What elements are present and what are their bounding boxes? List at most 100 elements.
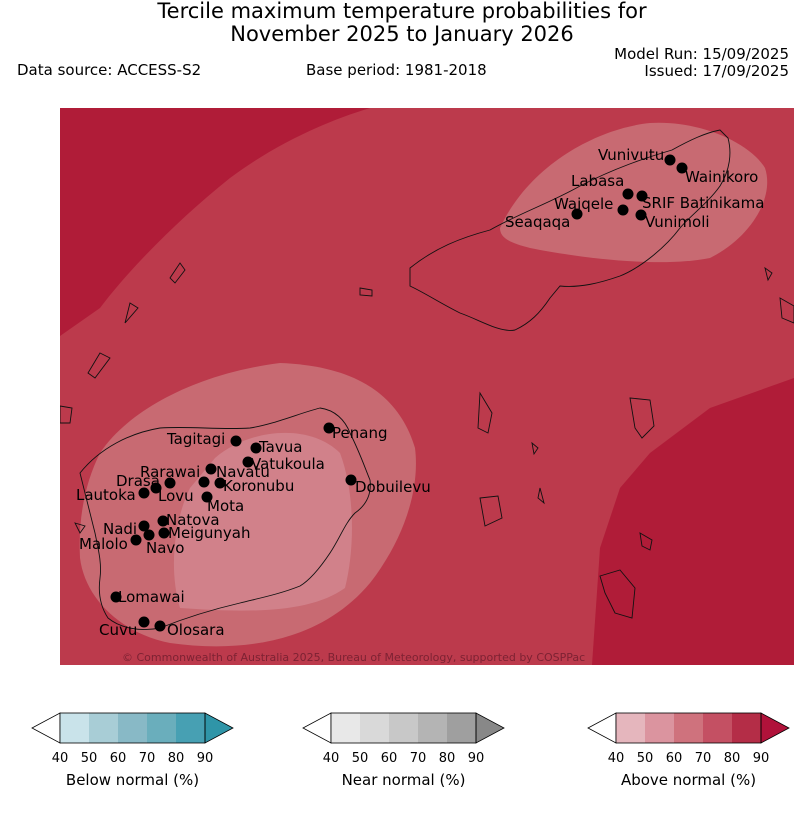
colorbar-tick-label: 50 bbox=[352, 751, 369, 766]
station-label-navatu: Navatu bbox=[216, 463, 270, 481]
colorbar-segment bbox=[674, 713, 703, 743]
colorbar-frame bbox=[59, 712, 206, 744]
copyright-text: © Commonwealth of Australia 2025, Bureau… bbox=[122, 651, 585, 664]
station-marker-cuvu bbox=[138, 616, 150, 628]
colorbar-legends: 40 50 60 70 80 90 Below normal (%) 40 50 60 70 80 90… bbox=[31, 712, 790, 789]
prob-field-60-70-north bbox=[500, 122, 768, 263]
station-marker-meigunyah bbox=[158, 527, 170, 539]
station-label-mota: Mota bbox=[207, 497, 244, 515]
station-marker-penang bbox=[323, 422, 335, 434]
station-label-natova: Natova bbox=[166, 511, 220, 529]
colorbar-frame bbox=[330, 712, 477, 744]
colorbar-tick-label: 70 bbox=[410, 751, 427, 766]
colorbar-tick-label: 90 bbox=[468, 751, 485, 766]
station-marker-vatukoula bbox=[242, 456, 254, 468]
colorbar-segment bbox=[616, 713, 645, 743]
map-title: Tercile maximum temperature probabilitie… bbox=[0, 0, 804, 46]
colorbar-segment bbox=[703, 713, 732, 743]
station-label-nadi: Nadi bbox=[103, 520, 137, 538]
station-label-lomawai: Lomawai bbox=[118, 588, 185, 606]
colorbar-tick-label: 80 bbox=[439, 751, 456, 766]
station-label-koronubu: Koronubu bbox=[223, 477, 294, 495]
station-label-vunimoli: Vunimoli bbox=[645, 213, 710, 231]
station-marker-nadi bbox=[138, 520, 150, 532]
station-marker-dobuilevu bbox=[345, 474, 357, 486]
colorbar-title: Below normal (%) bbox=[66, 771, 199, 789]
colorbar-low-extension bbox=[302, 712, 332, 744]
station-label-penang: Penang bbox=[332, 424, 387, 442]
colorbar-frame bbox=[615, 712, 762, 744]
colorbar-title: Above normal (%) bbox=[621, 771, 756, 789]
station-marker-vunimoli bbox=[635, 209, 647, 221]
station-marker-srif-batinikama bbox=[636, 190, 648, 202]
data-source-label: Data source: ACCESS-S2 bbox=[17, 61, 202, 79]
colorbar-tick-label: 40 bbox=[52, 751, 69, 766]
colorbar-tick-label: 40 bbox=[323, 751, 340, 766]
station-marker-drasa bbox=[164, 477, 176, 489]
station-marker-malolo bbox=[130, 534, 142, 546]
coastlines bbox=[60, 129, 794, 630]
station-label-lovu: Lovu bbox=[158, 487, 194, 505]
station-marker-rarawai bbox=[205, 463, 217, 475]
colorbar-segment bbox=[147, 713, 176, 743]
prob-field-50-60-core bbox=[173, 432, 352, 611]
colorbar-segment bbox=[360, 713, 389, 743]
colorbar-segment bbox=[60, 713, 89, 743]
base-period-label: Base period: 1981-2018 bbox=[306, 61, 487, 79]
colorbar-1: 40 50 60 70 80 90 Below normal (%) bbox=[31, 712, 234, 789]
station-label-cuvu: Cuvu bbox=[99, 621, 137, 639]
title-line-2: November 2025 to January 2026 bbox=[230, 22, 574, 46]
station-marker-navatu bbox=[198, 476, 210, 488]
colorbar-low-extension bbox=[31, 712, 61, 744]
station-label-srif-batinikama: SRIF Batinikama bbox=[642, 194, 764, 212]
colorbar-high-extension bbox=[760, 712, 790, 744]
prob-field-80-90-southeast bbox=[592, 378, 794, 665]
colorbar-tick-label: 60 bbox=[381, 751, 398, 766]
station-marker-tavua bbox=[250, 442, 262, 454]
colorbar-tick-label: 50 bbox=[81, 751, 98, 766]
colorbar-low-extension bbox=[587, 712, 617, 744]
colorbar-tick-label: 60 bbox=[666, 751, 683, 766]
station-marker-koronubu bbox=[214, 477, 226, 489]
station-label-meigunyah: Meigunyah bbox=[168, 524, 250, 542]
station-label-tagitagi: Tagitagi bbox=[166, 430, 225, 448]
station-marker-lovu bbox=[150, 482, 162, 494]
colorbar-tick-label: 40 bbox=[608, 751, 625, 766]
colorbar-segment bbox=[732, 713, 761, 743]
colorbar-segment bbox=[447, 713, 476, 743]
station-marker-wainikoro bbox=[676, 162, 688, 174]
title-line-1: Tercile maximum temperature probabilitie… bbox=[157, 0, 647, 23]
colorbar-high-extension bbox=[475, 712, 505, 744]
colorbar-tick-label: 90 bbox=[753, 751, 770, 766]
colorbar-3: 40 50 60 70 80 90 Above normal (%) bbox=[587, 712, 790, 789]
station-label-lautoka: Lautoka bbox=[76, 486, 136, 504]
colorbar-tick-label: 70 bbox=[695, 751, 712, 766]
station-label-vatukoula: Vatukoula bbox=[251, 455, 325, 473]
colorbar-segment bbox=[118, 713, 147, 743]
probability-map: Vunivutu Wainikoro Labasa SRIF Batinikama Wa… bbox=[60, 108, 794, 665]
station-label-labasa: Labasa bbox=[571, 172, 624, 190]
station-marker-lomawai bbox=[110, 591, 122, 603]
station-marker-seaqaqa bbox=[571, 208, 583, 220]
station-marker-olosara bbox=[154, 620, 166, 632]
colorbar-segment bbox=[331, 713, 360, 743]
station-marker-mota bbox=[201, 491, 213, 503]
station-label-drasa: Drasa bbox=[116, 472, 160, 490]
colorbar-tick-label: 80 bbox=[168, 751, 185, 766]
station-marker-tagitagi bbox=[230, 435, 242, 447]
colorbar-tick-label: 50 bbox=[637, 751, 654, 766]
station-label-seaqaqa: Seaqaqa bbox=[505, 213, 570, 231]
station-marker-waiqele bbox=[617, 204, 629, 216]
station-label-wainikoro: Wainikoro bbox=[685, 168, 758, 186]
station-marker-natova bbox=[157, 515, 169, 527]
colorbar-segment bbox=[645, 713, 674, 743]
colorbar-segment bbox=[418, 713, 447, 743]
station-label-rarawai: Rarawai bbox=[140, 463, 200, 481]
colorbar-segment bbox=[389, 713, 418, 743]
colorbar-title: Near normal (%) bbox=[342, 771, 466, 789]
station-label-vunivutu: Vunivutu bbox=[598, 146, 664, 164]
model-run-label: Model Run: 15/09/2025 bbox=[614, 45, 789, 63]
colorbar-high-extension bbox=[204, 712, 234, 744]
station-label-olosara: Olosara bbox=[167, 621, 225, 639]
